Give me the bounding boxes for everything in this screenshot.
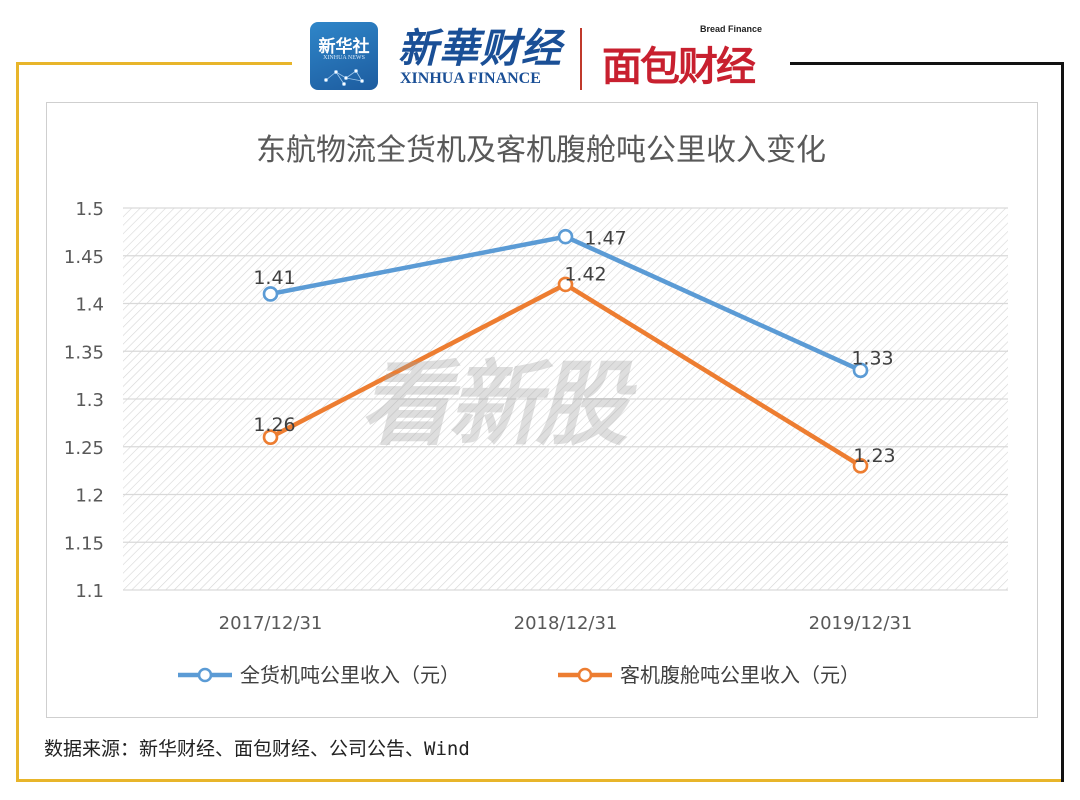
data-label: 1.41: [253, 267, 295, 289]
y-tick-label: 1.2: [75, 486, 104, 507]
xinhua-badge-subtext: XINHUA NEWS: [323, 55, 365, 61]
y-tick-label: 1.35: [64, 342, 104, 363]
legend-marker: [577, 667, 593, 683]
logo-divider: [580, 28, 582, 90]
y-tick-label: 1.25: [64, 438, 104, 459]
x-tick-label: 2019/12/31: [809, 613, 913, 634]
xinhua-badge-text: 新华社: [318, 37, 370, 57]
bread-finance-logo-cn: 面包财经: [602, 44, 756, 90]
data-point: [262, 429, 279, 446]
series-layer: 1.41 1.47 1.33 1.26 1.42 1.23: [253, 228, 896, 474]
y-tick-label: 1.3: [75, 390, 104, 411]
watermark: 看新股: [360, 351, 628, 458]
legend-marker: [197, 667, 213, 683]
data-label: 1.42: [564, 263, 606, 285]
series-2: 1.26 1.42 1.23: [253, 263, 896, 474]
legend: 全货机吨公里收入（元） 客机腹舱吨公里收入（元）: [178, 663, 860, 687]
y-axis-ticks: 1.1 1.15 1.2 1.25 1.3 1.35 1.4 1.45 1.5: [64, 199, 104, 602]
data-point: [852, 458, 869, 474]
data-point: [262, 286, 279, 302]
y-tick-label: 1.1: [75, 581, 104, 602]
bread-finance-logo-en: Bread Finance: [700, 24, 763, 34]
grid-lines: [123, 207, 1008, 591]
frame-gold-bottom: [16, 779, 1064, 782]
y-tick-label: 1.5: [75, 199, 104, 220]
legend-label: 客机腹舱吨公里收入（元）: [620, 663, 860, 687]
frame-black-right: [1061, 62, 1064, 782]
data-label: 1.33: [851, 347, 893, 369]
xinhua-logo: 新华社 XINHUA NEWS: [310, 22, 378, 90]
data-point: [557, 228, 574, 245]
source-note: 数据来源：新华财经、面包财经、公司公告、Wind: [44, 738, 470, 760]
x-tick-label: 2017/12/31: [219, 613, 323, 634]
header-logos: 新华社 XINHUA NEWS 新華财经 XINHUA FINANCE Brea…: [310, 14, 780, 94]
y-tick-label: 1.15: [64, 533, 104, 554]
y-tick-label: 1.45: [64, 247, 104, 268]
data-label: 1.23: [853, 445, 895, 467]
frame-gold-top: [16, 62, 292, 65]
series-1: 1.41 1.47 1.33: [253, 228, 894, 379]
data-point: [852, 362, 869, 379]
frame-gold-left: [16, 62, 19, 782]
data-label: 1.47: [584, 228, 626, 250]
xinhua-finance-logo-cn: 新華财经: [398, 25, 562, 72]
xinhua-finance-logo-en: XINHUA FINANCE: [400, 70, 541, 87]
x-tick-label: 2018/12/31: [514, 613, 618, 634]
frame-black-top: [790, 62, 1064, 65]
chart-title: 东航物流全货机及客机腹舱吨公里收入变化: [256, 133, 826, 168]
data-point: [557, 276, 574, 293]
data-label: 1.26: [253, 414, 295, 436]
legend-label: 全货机吨公里收入（元）: [240, 663, 460, 687]
network-dots-icon: [324, 69, 365, 86]
y-tick-label: 1.4: [75, 295, 104, 316]
x-axis-ticks: 2017/12/31 2018/12/31 2019/12/31: [219, 613, 913, 634]
